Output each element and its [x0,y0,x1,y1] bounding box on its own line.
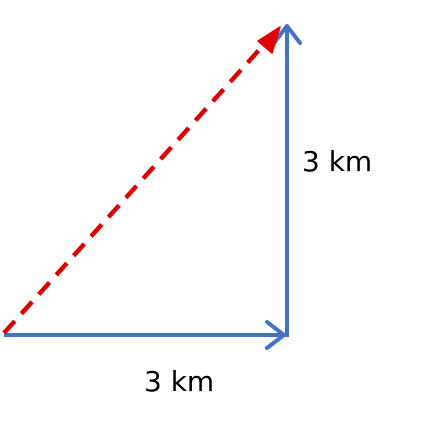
horizontal-vector-arrow [4,320,286,350]
vertical-vector-arrow [272,24,302,337]
horizontal-distance-label: 3 km [144,365,215,398]
vertical-vector-arrowhead [272,24,302,45]
resultant-vector-arrowhead [257,26,281,54]
horizontal-vector-arrowhead [265,320,286,350]
vertical-distance-label: 3 km [302,145,373,178]
resultant-vector-arrow [2,26,281,335]
resultant-vector-shaft [2,38,270,335]
